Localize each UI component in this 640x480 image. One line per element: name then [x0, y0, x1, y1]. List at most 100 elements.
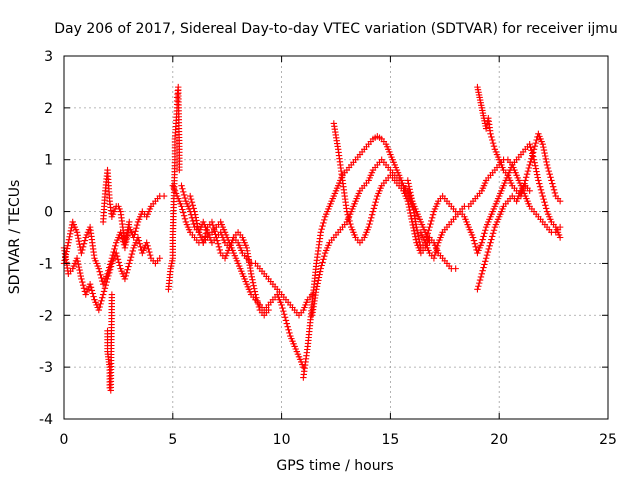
data-point-interp — [540, 146, 548, 154]
data-point-interp — [551, 189, 559, 197]
data-point-interp — [180, 212, 188, 219]
data-point-interp — [79, 282, 87, 289]
data-point-interp — [481, 261, 488, 268]
data-point — [178, 182, 185, 189]
data-point-interp — [203, 227, 210, 234]
data-point-interp — [137, 243, 144, 251]
data-point-interp — [529, 149, 537, 156]
data-point — [86, 280, 94, 288]
data-point-interp — [481, 230, 488, 237]
data-point-interp — [405, 183, 413, 190]
data-point-interp — [533, 168, 540, 175]
y-tick-label: 0 — [44, 205, 53, 221]
data-point-interp — [189, 202, 197, 209]
x-tick-label: 20 — [490, 432, 508, 448]
data-point — [113, 249, 120, 257]
data-point — [126, 218, 133, 226]
data-point-interp — [525, 164, 532, 172]
data-point-interp — [470, 237, 478, 244]
data-point-interp — [371, 202, 378, 209]
data-point — [95, 306, 103, 314]
x-tick-label: 10 — [273, 432, 291, 448]
data-point — [73, 229, 81, 236]
data-point — [126, 260, 133, 267]
data-point-interp — [532, 162, 539, 169]
data-point-interp — [74, 232, 81, 239]
data-point-interp — [179, 206, 186, 213]
data-point-interp — [545, 167, 553, 175]
data-point — [482, 255, 490, 262]
data-point — [539, 140, 546, 148]
data-point-interp — [412, 236, 420, 243]
data-point-interp — [106, 269, 113, 276]
series-arc11 — [330, 120, 459, 272]
data-point-interp — [101, 285, 109, 292]
data-point-interp — [125, 263, 132, 270]
data-point-interp — [412, 233, 419, 240]
data-point-interp — [77, 272, 84, 280]
data-point-interp — [479, 236, 486, 243]
data-point-interp — [75, 235, 82, 242]
data-point-interp — [279, 304, 286, 312]
data-point-interp — [64, 242, 71, 249]
data-point-interp — [472, 243, 479, 251]
data-point-interp — [524, 167, 532, 175]
data-point — [343, 208, 351, 215]
data-point-interp — [249, 276, 256, 283]
data-point-interp — [102, 282, 109, 289]
data-point-interp — [423, 233, 431, 240]
data-point-interp — [191, 211, 199, 218]
chart-title: Day 206 of 2017, Sidereal Day-to-day VTE… — [54, 21, 618, 37]
data-point — [487, 239, 494, 246]
data-point — [73, 255, 81, 262]
data-point-interp — [486, 242, 493, 249]
data-point — [474, 286, 481, 293]
data-point-interp — [414, 229, 421, 237]
data-point-interp — [320, 256, 327, 263]
data-point-interp — [316, 271, 323, 278]
data-point-interp — [281, 311, 288, 318]
data-point-interp — [76, 269, 84, 277]
data-point — [469, 234, 477, 241]
data-point-interp — [407, 189, 414, 196]
data-point-interp — [471, 240, 479, 247]
data-point — [404, 177, 412, 184]
data-point-interp — [284, 323, 291, 330]
data-point-interp — [190, 205, 197, 212]
data-point-interp — [135, 237, 143, 244]
x-tick-label: 0 — [60, 432, 69, 448]
data-point-interp — [485, 245, 492, 253]
data-point-interp — [432, 248, 439, 256]
series-arc14 — [474, 83, 564, 205]
data-point-interp — [480, 264, 487, 271]
data-point-interp — [542, 202, 549, 209]
data-point-interp — [132, 228, 139, 235]
data-point-interp — [114, 256, 122, 263]
data-point-interp — [483, 251, 491, 259]
data-point-interp — [188, 199, 196, 206]
data-point-interp — [254, 300, 262, 308]
data-point-interp — [111, 245, 118, 253]
data-point-interp — [180, 188, 187, 196]
data-point — [143, 239, 150, 246]
data-point-interp — [105, 272, 112, 280]
data-point — [426, 223, 433, 231]
series-arc4 — [104, 291, 116, 394]
data-point-interp — [536, 183, 544, 190]
data-point-interp — [200, 236, 208, 243]
series-arc3 — [99, 166, 133, 246]
data-point-interp — [549, 180, 556, 187]
data-point-interp — [410, 224, 417, 232]
data-point — [208, 218, 216, 226]
data-point-interp — [145, 245, 152, 253]
data-point-interp — [124, 266, 131, 273]
y-tick-label: -1 — [39, 256, 53, 272]
x-tick-label: 5 — [168, 432, 177, 448]
data-point — [200, 239, 207, 246]
data-point-interp — [547, 174, 554, 181]
data-point-interp — [253, 294, 260, 301]
data-point-interp — [428, 217, 435, 225]
data-point-interp — [476, 276, 484, 284]
y-tick-label: 3 — [44, 49, 53, 65]
data-point-interp — [413, 226, 421, 234]
